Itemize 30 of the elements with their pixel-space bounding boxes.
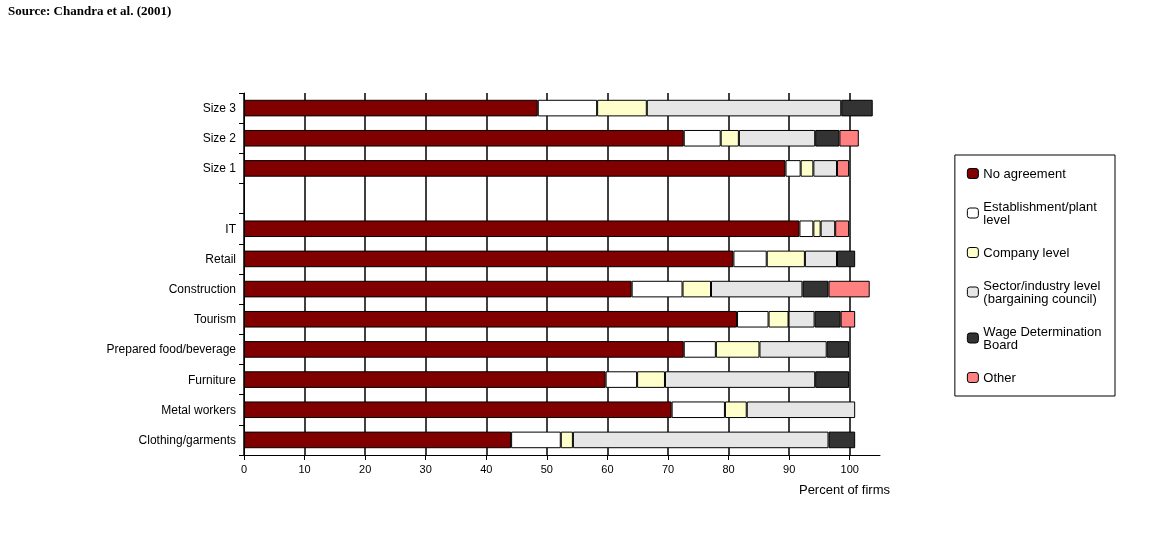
x-tick-label: 30 [419, 462, 432, 475]
x-tick-label: 0 [240, 462, 248, 475]
x-tick-label: 20 [359, 462, 372, 475]
y-tick-label: Prepared food/beverage [106, 342, 237, 357]
x-tick-label: 50 [540, 462, 553, 475]
y-tick-label: Metal workers [161, 402, 236, 417]
x-tick-label: 90 [783, 462, 796, 475]
legend-label: Wage Determination Board [983, 324, 1106, 352]
legend-label: Company level [983, 245, 1070, 260]
source-note: Source: Chandra et al. (2001) [8, 3, 172, 18]
y-tick-label: Construction [168, 282, 236, 297]
x-tick-label: 100 [840, 462, 859, 475]
y-tick-label: Tourism [193, 312, 236, 327]
y-tick-label: Clothing/garments [138, 432, 236, 447]
x-tick-label: 10 [298, 462, 311, 475]
legend-label: Sector/industry level (bargaining council) [983, 278, 1105, 306]
y-tick-label: IT [225, 221, 237, 236]
legend-label: Establishment/plant level [983, 199, 1101, 227]
x-tick-label: 40 [480, 462, 493, 475]
x-tick-label: 80 [722, 462, 735, 475]
x-tick-label: 60 [601, 462, 614, 475]
x-axis-title: Percent of firms [798, 482, 891, 497]
x-tick-label: 70 [661, 462, 675, 475]
y-tick-label: Size 3 [202, 101, 237, 116]
y-tick-label: Size 1 [202, 161, 237, 176]
y-tick-label: Size 2 [202, 131, 237, 146]
legend-label: Other [983, 370, 1017, 385]
legend-label: No agreement [983, 166, 1067, 181]
y-tick-label: Furniture [187, 372, 237, 387]
y-tick-label: Retail [205, 251, 236, 266]
